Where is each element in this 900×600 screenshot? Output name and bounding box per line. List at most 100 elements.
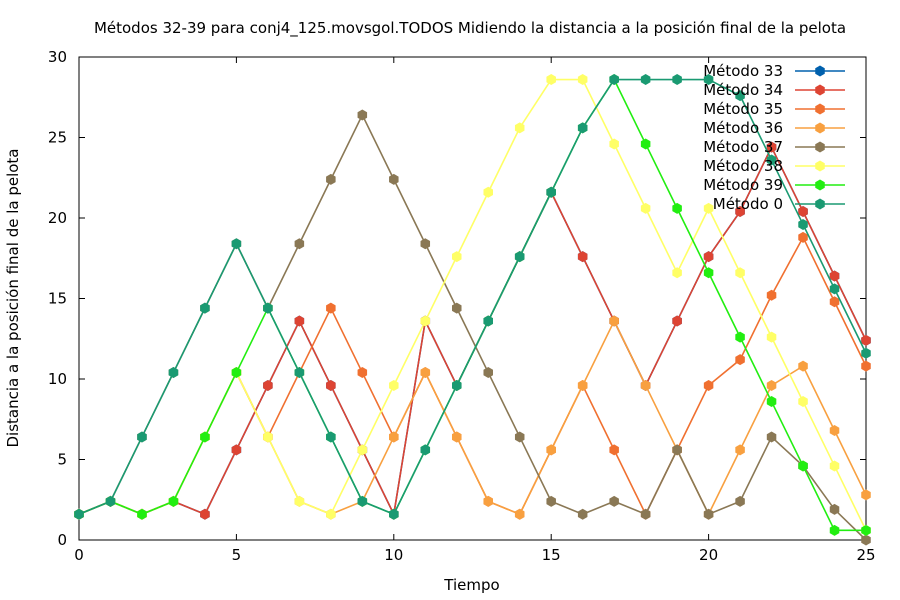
axis-ticks: 0 5 10 15 20 25 0 5 10 15 20 25 30	[48, 48, 876, 564]
y-tick-label: 20	[48, 209, 67, 227]
data-point	[452, 431, 462, 443]
data-point	[357, 444, 368, 456]
data-point	[514, 251, 525, 263]
data-point	[389, 173, 399, 185]
data-point	[420, 367, 431, 379]
series-layer	[74, 74, 871, 546]
data-point	[829, 503, 840, 515]
legend-marker	[815, 198, 825, 210]
series-line	[78, 78, 867, 516]
legend-marker	[815, 141, 825, 153]
data-point	[735, 354, 745, 366]
series-3	[74, 315, 871, 520]
data-point	[861, 347, 871, 359]
x-tick-label: 25	[856, 546, 875, 564]
data-point	[483, 186, 493, 198]
data-point	[735, 267, 745, 279]
data-point	[514, 122, 525, 134]
legend-marker	[815, 103, 825, 115]
data-point	[577, 379, 588, 391]
data-point	[105, 495, 116, 507]
legend-marker	[815, 65, 825, 77]
legend-label: Método 38	[703, 157, 783, 175]
data-point	[168, 495, 179, 507]
data-point	[609, 444, 619, 456]
data-point	[798, 360, 808, 372]
data-point	[420, 315, 431, 327]
y-tick-label: 5	[57, 451, 67, 469]
data-point	[672, 444, 682, 456]
data-point	[357, 495, 368, 507]
data-point	[514, 431, 525, 443]
data-point	[829, 296, 840, 308]
data-point	[263, 302, 273, 314]
legend-marker	[815, 122, 825, 134]
data-point	[514, 508, 525, 520]
data-point	[294, 367, 305, 379]
data-point	[168, 367, 179, 379]
data-point	[766, 379, 777, 391]
data-point	[798, 231, 808, 243]
data-point	[735, 206, 745, 218]
y-tick-label: 25	[48, 129, 67, 147]
data-point	[861, 534, 871, 546]
data-point	[829, 460, 840, 472]
data-point	[294, 495, 305, 507]
data-point	[672, 202, 682, 214]
data-point	[609, 495, 619, 507]
data-point	[861, 524, 871, 536]
x-tick-label: 0	[74, 546, 84, 564]
data-point	[766, 154, 777, 166]
x-axis-label: Tiempo	[443, 576, 499, 594]
legend-entry: Método 35	[703, 100, 845, 118]
data-point	[577, 122, 588, 134]
data-point	[609, 74, 619, 86]
data-point	[294, 238, 305, 250]
data-point	[640, 74, 651, 86]
data-point	[357, 109, 368, 121]
data-point	[200, 431, 210, 443]
data-point	[389, 431, 399, 443]
data-point	[703, 379, 714, 391]
data-point	[546, 74, 556, 86]
y-axis-label: Distancia a la posición final de la pelo…	[4, 148, 22, 447]
data-point	[326, 173, 336, 185]
data-point	[263, 379, 273, 391]
data-point	[200, 302, 210, 314]
legend-marker	[815, 160, 825, 172]
data-point	[546, 186, 556, 198]
data-point	[640, 138, 651, 150]
data-point	[546, 495, 556, 507]
data-point	[326, 379, 336, 391]
data-point	[861, 489, 871, 501]
data-point	[326, 302, 336, 314]
data-point	[452, 251, 462, 263]
legend-entry: Método 37	[703, 138, 845, 156]
data-point	[766, 289, 777, 301]
legend-label: Método 33	[703, 62, 783, 80]
data-point	[766, 331, 777, 343]
data-point	[137, 508, 147, 520]
data-point	[735, 495, 745, 507]
data-point	[609, 138, 619, 150]
legend-label: Método 37	[703, 138, 783, 156]
data-point	[577, 74, 588, 86]
legend-entry: Método 0	[713, 195, 845, 213]
data-point	[798, 396, 808, 408]
data-point	[766, 141, 777, 153]
data-point	[703, 508, 714, 520]
y-tick-label: 10	[48, 370, 67, 388]
legend-entry: Método 34	[703, 81, 845, 99]
data-point	[420, 238, 431, 250]
data-point	[735, 90, 745, 102]
legend-entry: Método 33	[703, 62, 845, 80]
data-point	[703, 267, 714, 279]
data-point	[546, 444, 556, 456]
x-tick-label: 10	[384, 546, 403, 564]
data-point	[829, 425, 840, 437]
series-7	[74, 74, 871, 520]
data-point	[798, 460, 808, 472]
data-point	[294, 315, 305, 327]
